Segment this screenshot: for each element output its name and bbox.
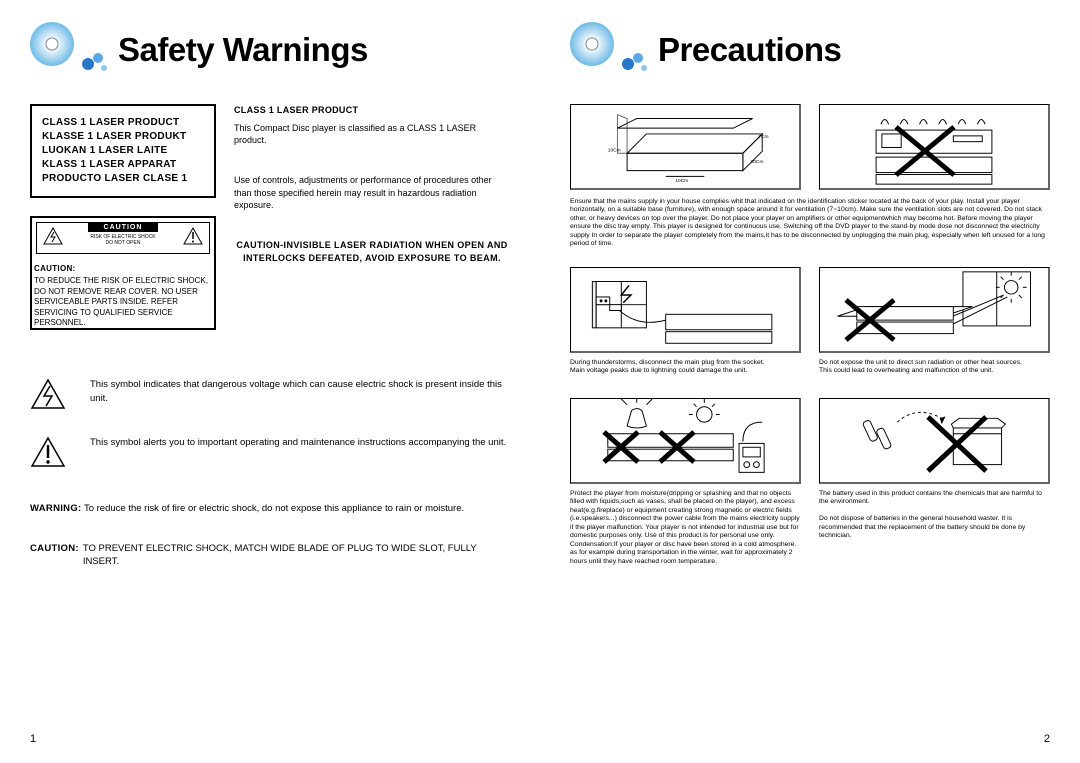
bolt-triangle-icon: [30, 378, 66, 410]
laser-line: LUOKAN 1 LASER LAITE: [42, 144, 204, 158]
main-para: Ensure that the mains supply in your hou…: [570, 198, 1050, 249]
svg-text:10Cm: 10Cm: [751, 159, 764, 165]
excl-triangle-icon: [30, 436, 66, 468]
illus-thunderstorm: [570, 267, 801, 353]
svg-text:7Cm: 7Cm: [758, 134, 768, 140]
use-para: Use of controls, adjustments or performa…: [234, 174, 510, 210]
illus-ventilation: 10Cm 10Cm 7Cm 10Cm: [570, 104, 801, 190]
disc-icon: [30, 20, 114, 80]
page-title: Precautions: [658, 31, 841, 69]
plug-text: TO PREVENT ELECTRIC SHOCK, MATCH WIDE BL…: [83, 542, 510, 569]
illus-row-3: Protect the player from moisture(drippin…: [570, 398, 1050, 566]
page-number: 2: [1044, 733, 1050, 745]
title-wrap-right: Precautions: [570, 20, 1050, 80]
page-left: Safety Warnings CLASS 1 LASER PRODUCT KL…: [0, 0, 540, 763]
laser-line: CLASS 1 LASER PRODUCT: [42, 116, 204, 130]
laser-line: KLASS 1 LASER APPARAT: [42, 158, 204, 172]
bolt-desc: This symbol indicates that dangerous vol…: [90, 378, 510, 405]
caution-sub2: DO NOT OPEN: [106, 240, 141, 246]
svg-text:10Cm: 10Cm: [675, 178, 688, 184]
symbol-row-excl: This symbol alerts you to important oper…: [30, 436, 510, 468]
svg-text:10Cm: 10Cm: [608, 147, 621, 153]
illus-sun: [819, 267, 1050, 353]
illus-row-2: During thunderstorms, disconnect the mai…: [570, 267, 1050, 376]
warning-text: To reduce the risk of fire or electric s…: [84, 503, 464, 514]
page-number: 1: [30, 733, 36, 745]
page-title: Safety Warnings: [118, 31, 368, 69]
illus-row-1: 10Cm 10Cm 7Cm 10Cm: [570, 104, 1050, 190]
caution-bar: CAUTION: [88, 223, 158, 232]
sun-label: Do not expose the unit to direct sun rad…: [819, 359, 1050, 376]
laser-para: This Compact Disc player is classified a…: [234, 122, 510, 146]
illus-stack: [819, 104, 1050, 190]
caution-label: CAUTION:: [34, 264, 212, 274]
illus-moisture: [570, 398, 801, 484]
laser-line: KLASSE 1 LASER PRODUKT: [42, 130, 204, 144]
symbol-row-bolt: This symbol indicates that dangerous vol…: [30, 378, 510, 410]
laser-line: PRODUCTO LASER CLASE 1: [42, 172, 204, 186]
illus-battery: [819, 398, 1050, 484]
bolt-triangle-icon: [43, 227, 63, 245]
caution-box: CAUTION RISK OF ELECTRIC SHOCKDO NOT OPE…: [30, 216, 216, 330]
thunderstorm-label: During thunderstorms, disconnect the mai…: [570, 359, 801, 376]
warning-para: WARNING: To reduce the risk of fire or e…: [30, 502, 510, 515]
disc-icon: [570, 20, 654, 80]
excl-triangle-icon: [183, 227, 203, 245]
caution-body-text: TO REDUCE THE RISK OF ELECTRIC SHOCK, DO…: [34, 276, 208, 327]
laser-class-box: CLASS 1 LASER PRODUCT KLASSE 1 LASER PRO…: [30, 104, 216, 198]
title-wrap-left: Safety Warnings: [30, 20, 510, 80]
laser-heading: CLASS 1 LASER PRODUCT: [234, 104, 510, 116]
top-left-columns: CLASS 1 LASER PRODUCT KLASSE 1 LASER PRO…: [30, 104, 510, 330]
plug-para: CAUTION: TO PREVENT ELECTRIC SHOCK, MATC…: [30, 542, 510, 569]
moisture-label: Protect the player from moisture(drippin…: [570, 490, 801, 566]
left-col-right: CLASS 1 LASER PRODUCT This Compact Disc …: [234, 104, 510, 330]
caution-invisible: CAUTION-INVISIBLE LASER RADIATION WHEN O…: [234, 239, 510, 265]
excl-desc: This symbol alerts you to important oper…: [90, 436, 510, 449]
caution-body: CAUTION: TO REDUCE THE RISK OF ELECTRIC …: [32, 258, 214, 328]
page-right: Precautions 10Cm 10Cm 7Cm 10Cm: [540, 0, 1080, 763]
battery-label: The battery used in this product contain…: [819, 490, 1050, 541]
